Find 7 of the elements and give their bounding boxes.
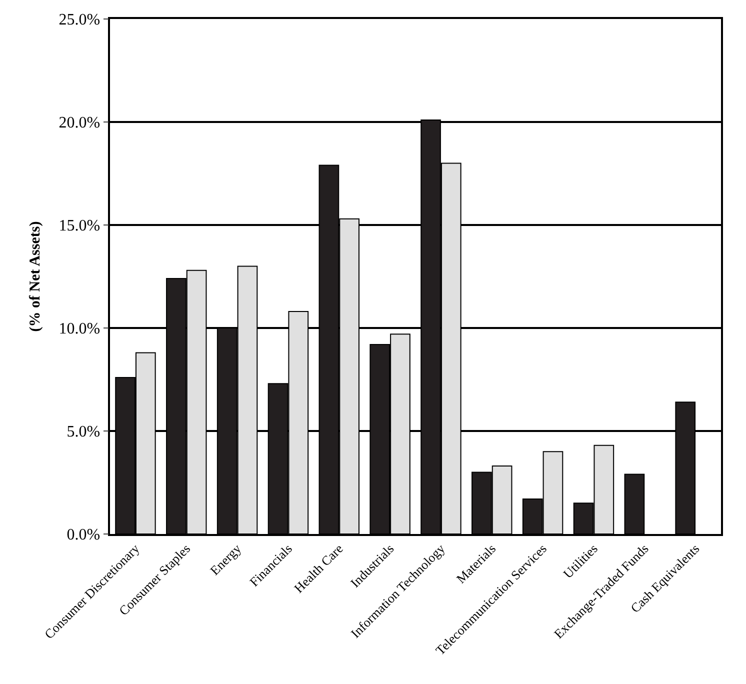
y-tick-label: 25.0% <box>58 12 100 29</box>
y-tick-label: 10.0% <box>58 320 100 338</box>
y-axis-title: (% of Net Assets) <box>27 221 44 332</box>
y-tick-label: 15.0% <box>58 218 100 235</box>
y-tick-label: 5.0% <box>66 424 100 441</box>
y-tick-label: 0.0% <box>66 526 100 544</box>
y-tick-label: 20.0% <box>58 114 100 132</box>
